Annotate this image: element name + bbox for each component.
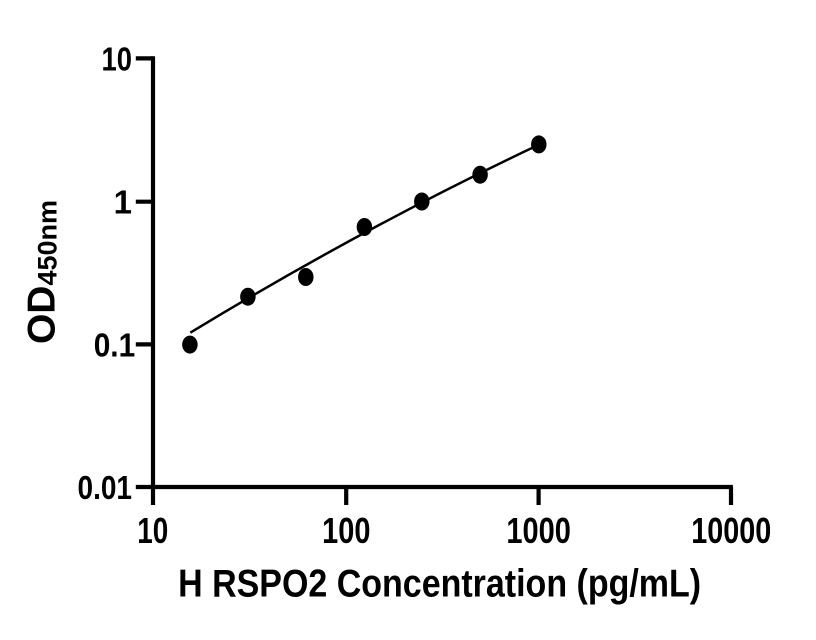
svg-text:10000: 10000 (691, 510, 771, 551)
svg-text:0.1: 0.1 (94, 326, 136, 363)
svg-text:H RSPO2 Concentration (pg/mL): H RSPO2 Concentration (pg/mL) (178, 563, 701, 606)
svg-text:1000: 1000 (506, 510, 571, 551)
svg-text:1: 1 (114, 184, 132, 221)
svg-text:10: 10 (137, 510, 168, 551)
svg-text:10: 10 (102, 40, 133, 77)
svg-text:0.01: 0.01 (78, 469, 133, 506)
svg-text:100: 100 (322, 510, 370, 551)
